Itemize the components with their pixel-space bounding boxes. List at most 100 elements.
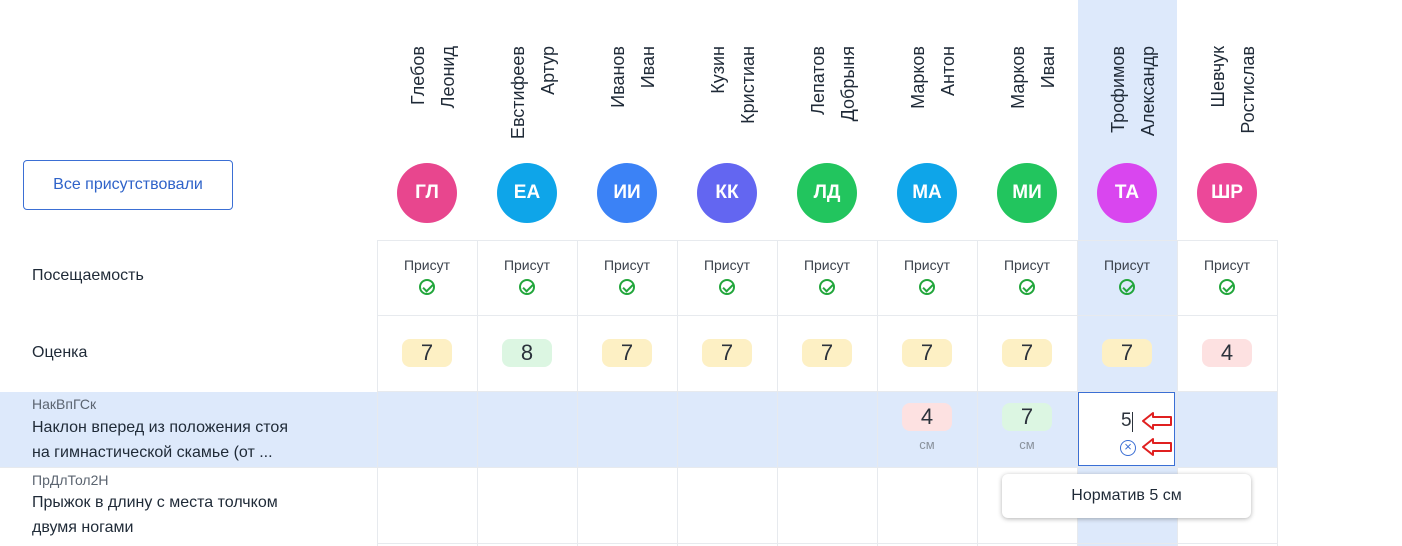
student-header[interactable]: Кузин Кристиан КК bbox=[677, 0, 777, 240]
attendance-status: Присут bbox=[1103, 257, 1151, 273]
check-circle-icon bbox=[419, 279, 435, 295]
student-header[interactable]: Шевчук Ростислав ШР bbox=[1177, 0, 1277, 240]
grid-line bbox=[0, 467, 1278, 468]
student-name: Марков Антон bbox=[903, 46, 963, 152]
exercise-code: НакВпГСк bbox=[32, 396, 97, 412]
student-name: Трофимов Александр bbox=[1103, 46, 1163, 152]
attendance-cell[interactable]: Присут bbox=[1077, 257, 1177, 300]
grade-cell[interactable]: 7 bbox=[377, 339, 477, 367]
grade-cell[interactable]: 7 bbox=[877, 339, 977, 367]
avatar: КК bbox=[697, 163, 757, 223]
attendance-cell[interactable]: Присут bbox=[977, 257, 1077, 300]
student-first-name: Леонид bbox=[438, 46, 458, 109]
selected-row-highlight bbox=[0, 392, 1278, 468]
grade-cell[interactable]: 4 bbox=[1177, 339, 1277, 367]
student-first-name: Александр bbox=[1138, 46, 1158, 137]
result-badge: 4 bbox=[902, 403, 952, 431]
student-first-name: Антон bbox=[938, 46, 958, 96]
grade-badge: 7 bbox=[1102, 339, 1152, 367]
grade-badge: 7 bbox=[802, 339, 852, 367]
student-name: Евстифеев Артур bbox=[503, 46, 563, 152]
student-header[interactable]: Марков Антон МА bbox=[877, 0, 977, 240]
avatar: ГЛ bbox=[397, 163, 457, 223]
grid-line bbox=[677, 240, 678, 546]
grid-line bbox=[1077, 240, 1078, 546]
all-present-button[interactable]: Все присутствовали bbox=[23, 160, 233, 210]
grade-cell[interactable]: 8 bbox=[477, 339, 577, 367]
check-circle-icon bbox=[819, 279, 835, 295]
result-cell[interactable]: 7 см bbox=[977, 403, 1077, 452]
student-header[interactable]: Лепатов Добрыня ЛД bbox=[777, 0, 877, 240]
attendance-cell[interactable]: Присут bbox=[877, 257, 977, 300]
grid-line bbox=[777, 240, 778, 546]
grid-line bbox=[377, 543, 1278, 544]
grade-badge: 7 bbox=[702, 339, 752, 367]
grid-line bbox=[477, 240, 478, 546]
grade-cell[interactable]: 7 bbox=[977, 339, 1077, 367]
avatar: ЛД bbox=[797, 163, 857, 223]
student-last-name: Глебов bbox=[408, 46, 428, 105]
grid-line bbox=[1277, 240, 1278, 546]
result-cell[interactable]: 4 см bbox=[877, 403, 977, 452]
attendance-cell[interactable]: Присут bbox=[1177, 257, 1277, 300]
result-badge: 7 bbox=[1002, 403, 1052, 431]
result-edit-input[interactable]: 5 × bbox=[1078, 392, 1175, 466]
grade-cell[interactable]: 7 bbox=[1077, 339, 1177, 367]
check-circle-icon bbox=[519, 279, 535, 295]
row-label-attendance: Посещаемость bbox=[32, 267, 144, 284]
grid-line bbox=[377, 240, 1278, 241]
attendance-cell[interactable]: Присут bbox=[377, 257, 477, 300]
student-last-name: Евстифеев bbox=[508, 46, 528, 140]
exercise-code: ПрДлТол2Н bbox=[32, 472, 109, 488]
student-last-name: Трофимов bbox=[1108, 46, 1128, 133]
grade-cell[interactable]: 7 bbox=[777, 339, 877, 367]
attendance-status: Присут bbox=[403, 257, 451, 273]
student-name: Иванов Иван bbox=[603, 46, 663, 152]
avatar: ИИ bbox=[597, 163, 657, 223]
exercise-title-line2: на гимнастической скамье (от ... bbox=[32, 444, 273, 461]
norm-tooltip: Норматив 5 см bbox=[1002, 474, 1251, 518]
grid-line bbox=[377, 315, 1278, 316]
clear-circle-icon[interactable]: × bbox=[1120, 440, 1136, 456]
avatar: МА bbox=[897, 163, 957, 223]
check-circle-icon bbox=[919, 279, 935, 295]
exercise-title[interactable]: Наклон вперед из положения стоя на гимна… bbox=[32, 415, 352, 465]
check-circle-icon bbox=[1119, 279, 1135, 295]
avatar: МИ bbox=[997, 163, 1057, 223]
grade-badge: 7 bbox=[602, 339, 652, 367]
attendance-cell[interactable]: Присут bbox=[577, 257, 677, 300]
grade-badge: 7 bbox=[1002, 339, 1052, 367]
row-label-grade: Оценка bbox=[32, 344, 88, 361]
avatar: ШР bbox=[1197, 163, 1257, 223]
attendance-cell[interactable]: Присут bbox=[677, 257, 777, 300]
grid-line bbox=[377, 240, 378, 546]
grade-badge: 7 bbox=[402, 339, 452, 367]
student-header[interactable]: Евстифеев Артур ЕА bbox=[477, 0, 577, 240]
student-header[interactable]: Марков Иван МИ bbox=[977, 0, 1077, 240]
text-caret bbox=[1132, 412, 1133, 432]
grade-badge: 7 bbox=[902, 339, 952, 367]
grid-line bbox=[577, 240, 578, 546]
check-circle-icon bbox=[1219, 279, 1235, 295]
attendance-status: Присут bbox=[603, 257, 651, 273]
student-header[interactable]: Трофимов Александр ТА bbox=[1077, 0, 1177, 240]
student-first-name: Артур bbox=[538, 46, 558, 95]
student-header[interactable]: Иванов Иван ИИ bbox=[577, 0, 677, 240]
grade-cell[interactable]: 7 bbox=[577, 339, 677, 367]
student-first-name: Иван bbox=[638, 46, 658, 89]
attendance-cell[interactable]: Присут bbox=[777, 257, 877, 300]
attendance-status: Присут bbox=[1003, 257, 1051, 273]
grade-cell[interactable]: 7 bbox=[677, 339, 777, 367]
red-arrow-left-icon bbox=[1142, 438, 1172, 456]
student-first-name: Ростислав bbox=[1238, 46, 1258, 134]
student-last-name: Лепатов bbox=[808, 46, 828, 115]
student-name: Шевчук Ростислав bbox=[1203, 46, 1263, 152]
check-circle-icon bbox=[1019, 279, 1035, 295]
student-name: Глебов Леонид bbox=[403, 46, 463, 152]
check-circle-icon bbox=[619, 279, 635, 295]
attendance-cell[interactable]: Присут bbox=[477, 257, 577, 300]
grid-line bbox=[1177, 240, 1178, 546]
attendance-status: Присут bbox=[1203, 257, 1251, 273]
exercise-title[interactable]: Прыжок в длину с места толчком двумя ног… bbox=[32, 490, 352, 540]
student-header[interactable]: Глебов Леонид ГЛ bbox=[377, 0, 477, 240]
